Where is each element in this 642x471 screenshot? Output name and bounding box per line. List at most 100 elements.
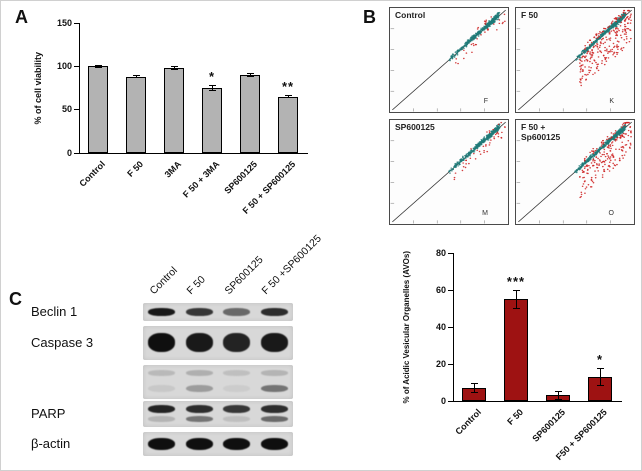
error-bar-cap <box>94 64 102 66</box>
blot-band <box>223 385 251 392</box>
y-tick-mark <box>448 252 453 254</box>
error-bar <box>97 64 99 69</box>
bar <box>504 299 528 401</box>
blot-column-label: Control <box>147 264 180 297</box>
blot-band <box>185 416 213 422</box>
blot-strip <box>143 326 293 360</box>
flow-plot-1: Control F <box>389 7 509 113</box>
blot-band <box>260 308 288 316</box>
blot-band <box>223 308 251 316</box>
error-bar-cap <box>246 75 254 77</box>
panel-c-label: C <box>9 289 22 309</box>
error-bar-cap <box>208 85 216 87</box>
blot-band <box>148 308 176 316</box>
panel-a-label: A <box>15 7 28 27</box>
y-tick-mark <box>448 363 453 365</box>
error-bar <box>515 290 517 309</box>
error-bar-cap <box>170 66 178 68</box>
scatter-plot-svg <box>516 121 632 224</box>
scatter-plot-svg <box>390 121 506 224</box>
error-bar-cap <box>596 367 604 369</box>
error-bar-cap <box>94 67 102 69</box>
y-tick-mark <box>448 400 453 402</box>
blot-band <box>185 333 213 352</box>
error-bar <box>211 85 213 91</box>
flow-plot-title: Control <box>395 10 426 20</box>
blot-band <box>148 370 176 376</box>
error-bar-cap <box>554 390 562 392</box>
blot-band <box>260 416 288 422</box>
error-bar <box>287 94 289 99</box>
y-tick-label: 60 <box>435 284 446 295</box>
quadrant-letter: M <box>482 210 488 217</box>
flow-plot-title: SP600125 <box>395 122 435 132</box>
blot-band <box>260 370 288 376</box>
blot-band <box>185 370 213 376</box>
error-bar-cap <box>246 73 254 75</box>
error-bar <box>249 73 251 77</box>
error-bar-cap <box>132 77 140 79</box>
blot-band <box>185 385 213 392</box>
error-bar <box>557 390 559 401</box>
y-tick-mark <box>448 289 453 291</box>
blot-row-label: β-actin <box>31 436 71 451</box>
y-tick-mark <box>74 152 79 154</box>
error-bar-cap <box>512 290 520 291</box>
blot-band <box>223 370 251 376</box>
blot-column-label: F 50 +SP600125 <box>259 232 325 297</box>
y-tick-mark <box>74 109 79 111</box>
blot-row-label: Beclin 1 <box>31 304 78 319</box>
y-tick-mark <box>74 22 79 24</box>
error-bar <box>173 66 175 70</box>
error-bar-cap <box>132 75 140 76</box>
flow-plot-2: F 50 K <box>515 7 635 113</box>
scatter-plot-svg <box>516 9 632 112</box>
blot-band <box>148 416 176 422</box>
blot-band <box>185 405 213 413</box>
blot-strip <box>143 303 293 321</box>
error-bar-cap <box>208 89 216 91</box>
error-bar-cap <box>470 383 478 385</box>
significance-marker: *** <box>506 274 526 289</box>
y-tick-mark <box>448 326 453 328</box>
blot-band <box>260 438 288 450</box>
error-bar-cap <box>512 307 520 309</box>
scatter-plot-svg <box>390 9 506 112</box>
blot-band <box>185 438 213 450</box>
y-tick-label: 20 <box>435 358 446 369</box>
error-bar-cap <box>284 97 292 99</box>
blot-row-label: Caspase 3 <box>31 335 94 350</box>
flow-plot-3: SP600125 M <box>389 119 509 225</box>
error-bar-cap <box>170 68 178 70</box>
panel-b-label: B <box>363 7 376 27</box>
error-bar <box>473 383 475 393</box>
y-tick-label: 50 <box>61 104 72 115</box>
flow-plot-title: F 50 + Sp600125 <box>521 122 561 142</box>
blot-band <box>260 405 288 413</box>
y-tick-label: 150 <box>56 17 72 28</box>
blot-band <box>185 308 213 316</box>
blot-band <box>148 333 176 352</box>
blot-band <box>223 438 251 450</box>
blot-band <box>223 333 251 352</box>
blot-column-label: F 50 <box>184 273 209 297</box>
y-tick-label: 100 <box>56 60 72 71</box>
error-bar-cap <box>284 94 292 96</box>
flow-plot-4: F 50 + Sp600125 O <box>515 119 635 225</box>
blot-band <box>148 438 176 450</box>
blot-band <box>223 416 251 422</box>
blot-band <box>223 405 251 413</box>
significance-marker: * <box>208 69 216 85</box>
blot-row-label: PARP <box>31 406 66 421</box>
y-tick-label: 0 <box>440 395 446 406</box>
quadrant-letter: K <box>609 98 614 105</box>
significance-marker: * <box>596 351 604 367</box>
plot-area <box>79 23 308 154</box>
flow-cytometry-grid: Control F F 50 K SP600125 M F 50 + Sp600125 O <box>389 7 635 225</box>
blot-strip <box>143 365 293 399</box>
blot-band <box>148 385 176 392</box>
